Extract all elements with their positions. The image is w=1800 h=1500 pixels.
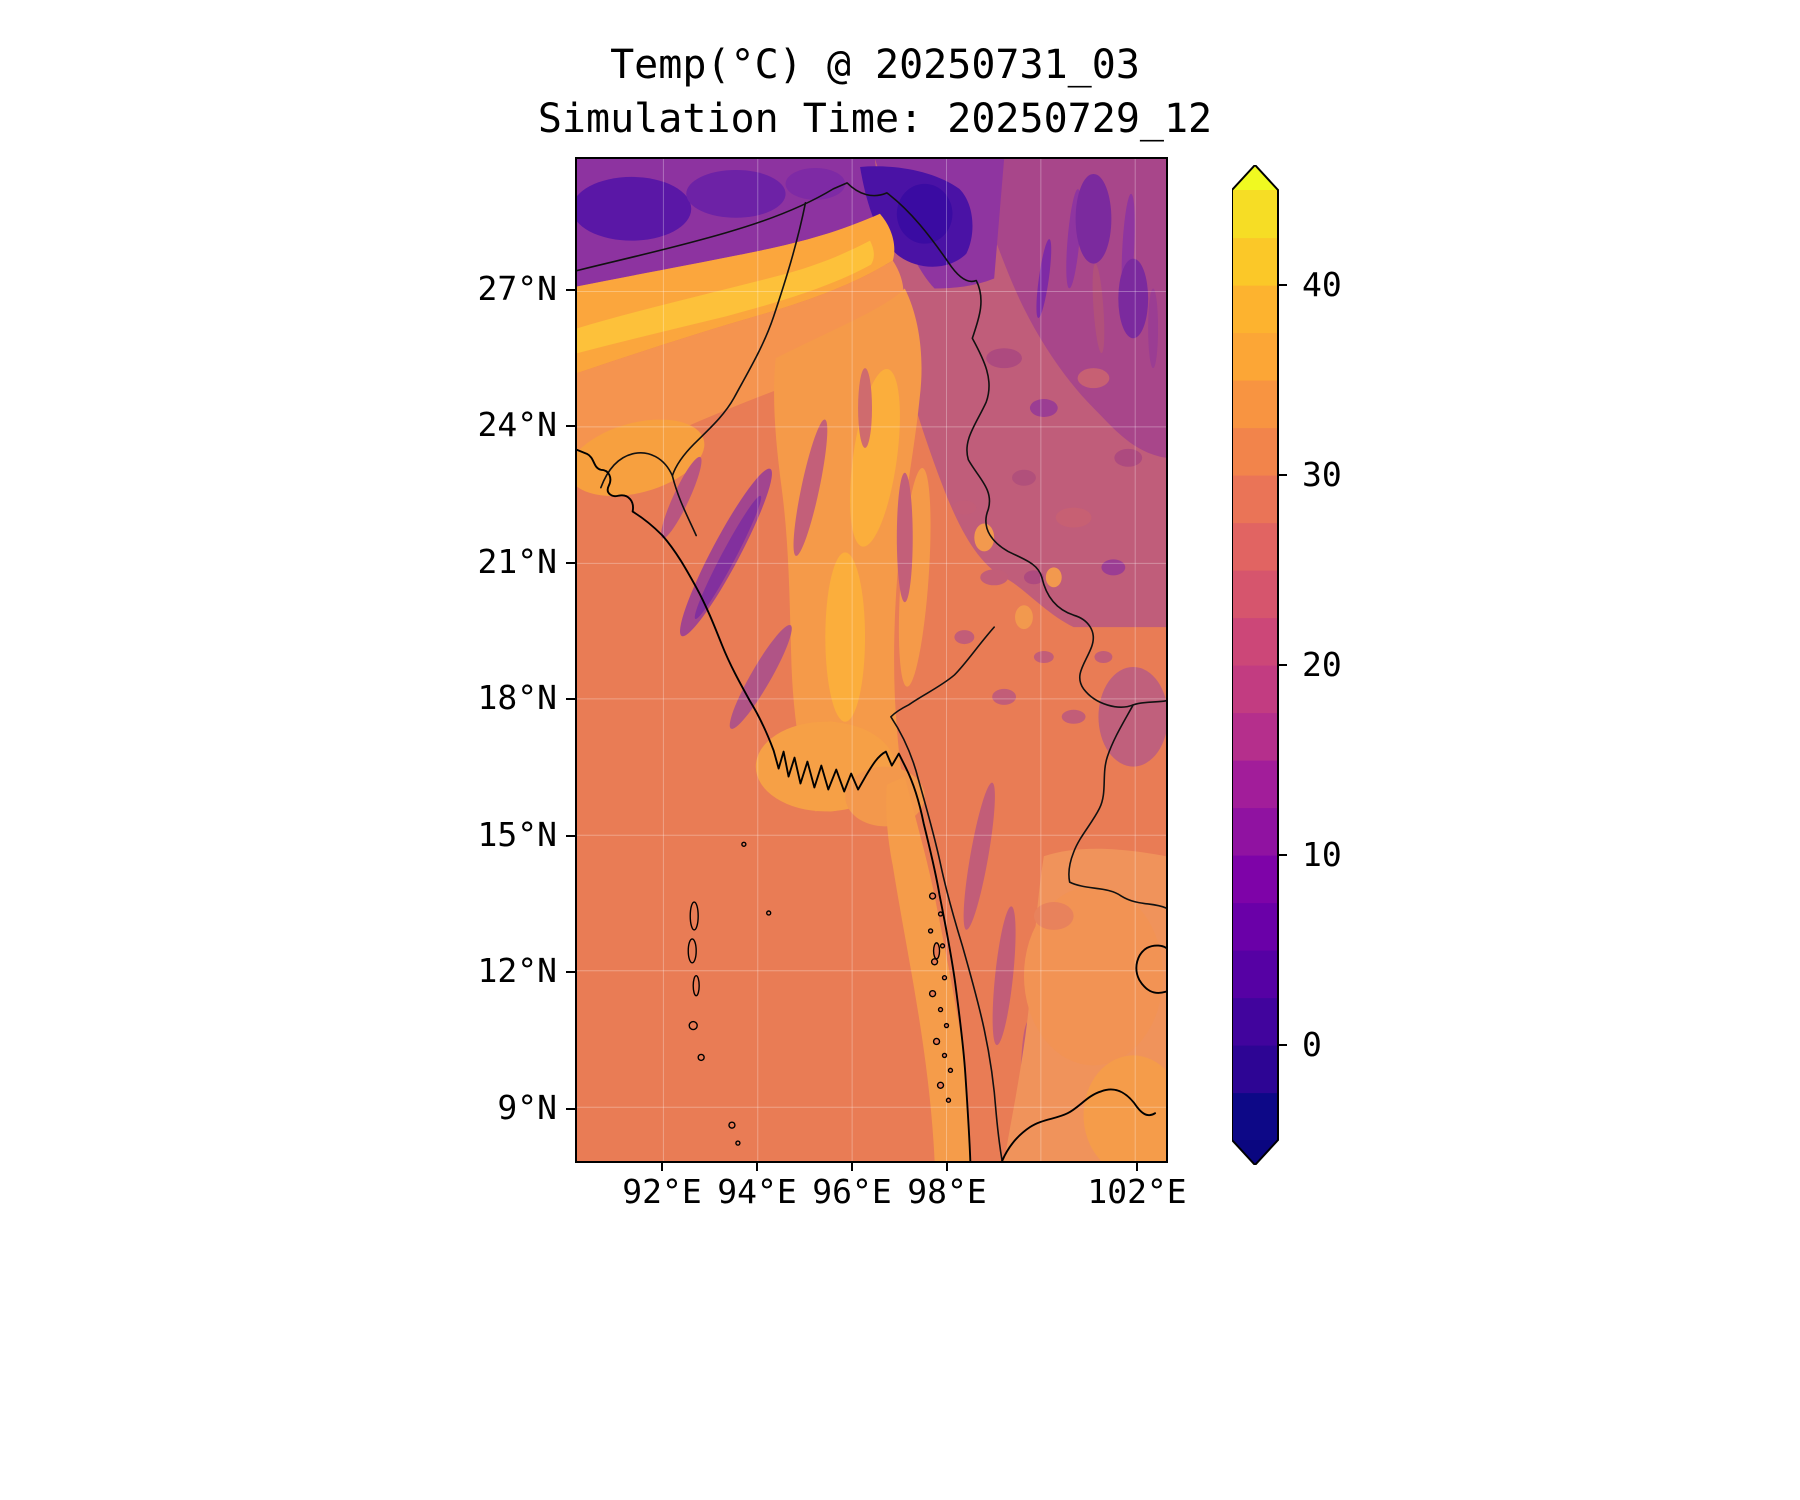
- figure-title: Temp(°C) @ 20250731_03: [610, 42, 1140, 88]
- x-tick-label-92e: 92°E: [622, 1172, 702, 1211]
- y-tick-label-24n: 24°N: [477, 405, 557, 444]
- colorbar-over-arrow: [1232, 165, 1278, 190]
- y-tick-label-15n: 15°N: [477, 815, 557, 854]
- colorbar-tick-label-40: 40: [1302, 265, 1342, 304]
- colorbar-canvas: [1231, 163, 1287, 1167]
- x-tick-label-94e: 94°E: [717, 1172, 797, 1211]
- islands: [687, 841, 954, 1146]
- y-tick-label-18n: 18°N: [477, 678, 557, 717]
- colorbar-tick-label-0: 0: [1302, 1025, 1322, 1064]
- colorbar: [1231, 163, 1288, 1167]
- y-tick-label-21n: 21°N: [477, 542, 557, 581]
- coastline: [577, 448, 1166, 1161]
- y-tick-mark: [566, 289, 575, 291]
- x-tick-label-98e: 98°E: [907, 1172, 987, 1211]
- x-tick-label-96e: 96°E: [812, 1172, 892, 1211]
- y-tick-mark: [566, 835, 575, 837]
- y-tick-mark: [566, 1108, 575, 1110]
- temperature-map-canvas: [577, 159, 1166, 1161]
- x-tick-mark: [756, 1162, 758, 1171]
- y-tick-mark: [566, 698, 575, 700]
- x-tick-label-102e: 102°E: [1087, 1172, 1187, 1211]
- colorbar-bands: [1232, 190, 1278, 1141]
- x-tick-mark: [661, 1162, 663, 1171]
- x-tick-mark: [946, 1162, 948, 1171]
- colorbar-tick-label-30: 30: [1302, 455, 1342, 494]
- y-tick-mark: [566, 425, 575, 427]
- y-tick-label-9n: 9°N: [497, 1088, 557, 1127]
- x-tick-mark: [1136, 1162, 1138, 1171]
- colorbar-tick-marks: [1278, 284, 1287, 1046]
- y-tick-label-27n: 27°N: [477, 269, 557, 308]
- y-tick-label-12n: 12°N: [477, 951, 557, 990]
- y-tick-mark: [566, 562, 575, 564]
- country-borders: [577, 182, 1166, 1161]
- colorbar-tick-label-10: 10: [1302, 835, 1342, 874]
- figure-subtitle: Simulation Time: 20250729_12: [537, 96, 1213, 142]
- temperature-map: [575, 157, 1168, 1163]
- colorbar-under-arrow: [1232, 1140, 1278, 1165]
- x-tick-mark: [851, 1162, 853, 1171]
- colorbar-tick-label-20: 20: [1302, 645, 1342, 684]
- y-tick-mark: [566, 971, 575, 973]
